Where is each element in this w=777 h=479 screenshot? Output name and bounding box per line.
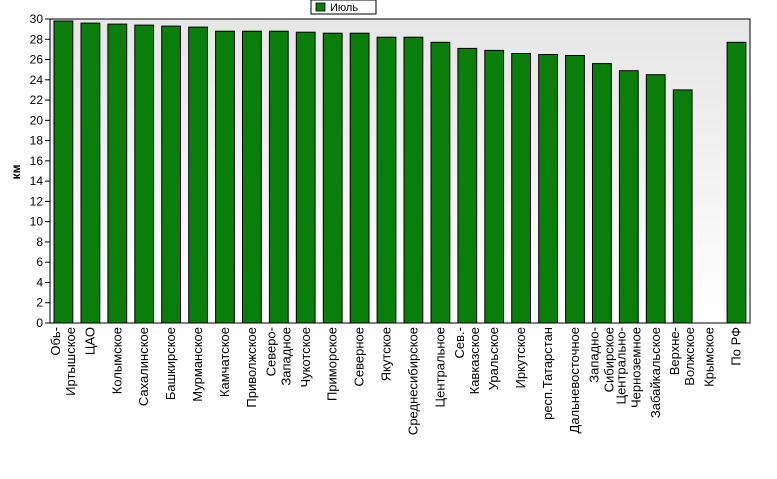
x-tick-label: Черноземное <box>628 327 643 408</box>
y-tick-label: 0 <box>36 316 43 330</box>
bar <box>565 55 585 324</box>
x-tick-label: Центральное <box>432 327 447 407</box>
x-tick-label: Башкирское <box>163 327 178 400</box>
bar <box>430 41 451 324</box>
bar <box>645 74 666 324</box>
bar <box>403 36 424 324</box>
bar <box>376 36 397 324</box>
bar <box>242 30 262 324</box>
x-tick-label: Забайкальское <box>648 327 663 418</box>
legend-swatch <box>315 2 326 12</box>
x-tick-label: Северо- <box>263 327 278 376</box>
x-tick-label: Обь- <box>48 327 63 356</box>
bar <box>295 31 316 324</box>
y-tick-label: 4 <box>36 275 43 289</box>
x-tick-label: Дальневосточное <box>567 327 582 433</box>
x-tick-label: Сев.- <box>452 327 467 358</box>
y-tick-label: 22 <box>30 93 44 107</box>
x-tick-label: Камчатское <box>217 327 232 397</box>
bar <box>726 41 747 324</box>
x-axis-labels: Обь- Иртышское ЦАО Колымское Сахалинское Башк… <box>48 327 744 435</box>
x-tick-label: Сахалинское <box>136 327 151 406</box>
x-tick-label: По РФ <box>729 327 744 366</box>
x-tick-label: Мурманское <box>190 327 205 402</box>
x-tick-label: Иртышское <box>63 327 78 396</box>
x-tick-label: Чукотское <box>298 327 313 388</box>
bar <box>268 30 289 324</box>
x-tick-label: Западное <box>278 327 293 386</box>
x-tick-label: Кавказское <box>467 327 482 394</box>
bar <box>618 70 639 324</box>
plot-area <box>49 18 751 324</box>
bar <box>457 47 478 324</box>
bar <box>349 32 370 324</box>
x-tick-label: Верхне- <box>667 327 682 375</box>
y-tick-label: 10 <box>30 215 44 229</box>
x-tick-label: Приморское <box>325 327 340 401</box>
y-tick-label: 12 <box>30 194 44 208</box>
bar <box>672 89 693 324</box>
y-tick-label: 20 <box>30 113 44 127</box>
bar <box>53 20 74 324</box>
x-tick-label: Крымское <box>702 327 717 387</box>
x-tick-label: Уральское <box>486 327 501 390</box>
x-tick-label: Колымское <box>109 327 124 394</box>
legend: Июль <box>310 0 377 15</box>
bar <box>161 25 181 324</box>
y-tick-label: 16 <box>30 154 44 168</box>
bar <box>484 49 505 324</box>
y-tick-label: 18 <box>30 134 44 148</box>
x-tick-label: Волжское <box>682 327 697 386</box>
y-tick-label: 24 <box>30 73 44 87</box>
legend-box <box>310 0 377 15</box>
y-tick-label: 14 <box>30 174 44 188</box>
bar <box>107 23 128 324</box>
bar <box>322 32 343 324</box>
x-tick-label: Северное <box>352 327 367 386</box>
bar <box>538 54 559 324</box>
y-axis-label: км <box>9 164 23 179</box>
bar <box>592 63 612 324</box>
y-tick-label: 2 <box>36 296 43 310</box>
x-tick-label: ЦАО <box>82 327 97 355</box>
bars <box>53 20 747 324</box>
y-tick-label: 6 <box>36 255 43 269</box>
y-tick-label: 28 <box>30 32 44 46</box>
bar <box>215 30 235 324</box>
x-tick-label: Среднесибирское <box>406 327 421 435</box>
y-tick-label: 30 <box>30 12 44 26</box>
x-tick-label: респ.Татарстан <box>540 327 555 420</box>
bar <box>511 53 532 324</box>
legend-entry-label: Июль <box>330 2 358 14</box>
x-tick-label: Центрально- <box>613 327 628 405</box>
x-tick-label: Сибирское <box>601 327 616 392</box>
bar <box>80 22 101 324</box>
bar <box>188 26 208 324</box>
y-tick-label: 8 <box>36 235 43 249</box>
x-tick-label: Иркутское <box>513 327 528 389</box>
y-tick-label: 26 <box>30 53 44 67</box>
x-tick-label: Западно- <box>586 327 601 383</box>
bar <box>134 24 155 324</box>
x-tick-label: Якутское <box>379 327 394 381</box>
x-tick-label: Приволжское <box>244 327 259 408</box>
